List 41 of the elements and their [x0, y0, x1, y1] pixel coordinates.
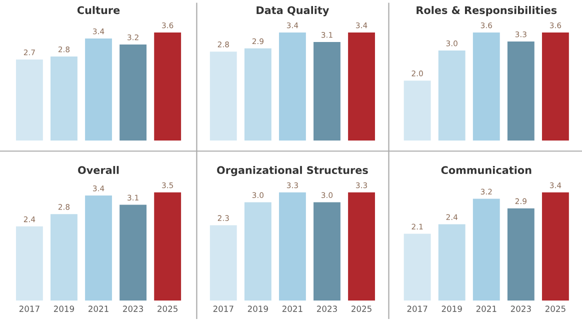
- x-tick-label: 2019: [442, 306, 462, 312]
- bar: [507, 42, 534, 141]
- bar: [85, 196, 112, 301]
- x-tick-label: 2017: [19, 306, 40, 312]
- x-tick-label: 2025: [545, 306, 566, 312]
- x-tick-label: 2023: [510, 306, 531, 312]
- bar: [472, 198, 500, 301]
- x-tick-label: 2019: [54, 306, 74, 312]
- x-tick-label: 2021: [476, 306, 496, 312]
- bar: [314, 42, 340, 141]
- chart-title: Communication: [441, 166, 532, 174]
- bar: [542, 192, 569, 301]
- x-tick-label: 2023: [316, 306, 337, 312]
- chart-title: Roles & Responsibilities: [416, 6, 557, 16]
- bar: [244, 48, 272, 141]
- chart-title: Data Quality: [256, 6, 330, 16]
- chart-title: Overall: [78, 166, 119, 174]
- bar: [404, 80, 431, 141]
- bar: [154, 192, 182, 301]
- bar: [404, 234, 431, 301]
- bar: [120, 204, 147, 301]
- bar: [210, 52, 237, 141]
- chart-title: Organizational Structures: [217, 166, 368, 176]
- x-tick-label: 2017: [213, 306, 234, 312]
- bar: [542, 32, 569, 141]
- x-tick-label: 2025: [158, 306, 178, 312]
- bar: [438, 224, 466, 301]
- x-tick-label: 2025: [352, 306, 372, 312]
- x-tick-label: 2019: [248, 306, 268, 312]
- bar: [278, 32, 306, 141]
- bar: [50, 214, 78, 301]
- bar: [16, 226, 43, 301]
- bar: [472, 32, 500, 141]
- bar: [348, 32, 375, 141]
- bar: [438, 50, 466, 141]
- x-tick-label: 2023: [123, 306, 143, 312]
- chart-title: Culture: [77, 6, 120, 14]
- x-tick-label: 2017: [407, 306, 428, 312]
- x-tick-label: 2021: [282, 306, 302, 312]
- bar: [507, 208, 534, 301]
- x-tick-label: 2021: [88, 306, 108, 312]
